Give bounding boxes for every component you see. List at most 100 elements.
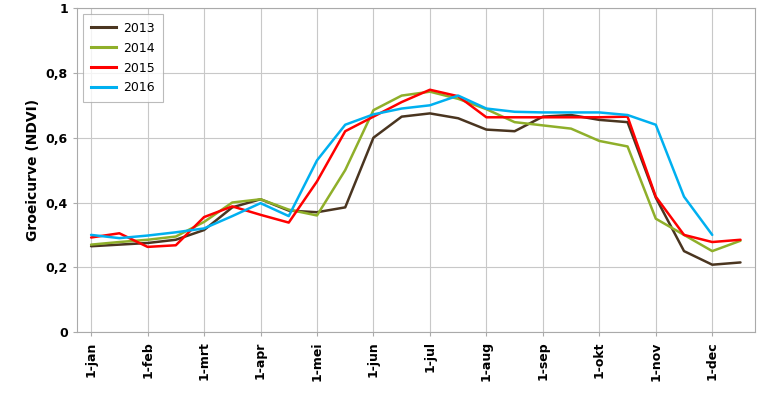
2014	[313, 213, 322, 218]
2014	[340, 168, 350, 173]
2014	[454, 96, 463, 101]
2015	[510, 115, 519, 120]
2015	[228, 204, 237, 209]
2015	[623, 114, 632, 119]
2014	[510, 120, 519, 125]
2015	[313, 179, 322, 184]
2013	[199, 228, 209, 232]
2016	[425, 103, 434, 108]
2015	[397, 100, 407, 104]
2014	[284, 207, 293, 212]
2016	[397, 106, 407, 111]
2016	[313, 158, 322, 163]
2016	[454, 93, 463, 98]
2016	[482, 106, 491, 111]
2014	[679, 232, 688, 237]
Y-axis label: Groeicurve (NDVI): Groeicurve (NDVI)	[26, 99, 40, 241]
2014	[651, 216, 661, 221]
2015	[679, 232, 688, 237]
2014	[143, 237, 152, 242]
2013	[510, 129, 519, 134]
2015	[143, 245, 152, 249]
2016	[594, 110, 604, 115]
2013	[425, 111, 434, 116]
2013	[115, 242, 124, 247]
2014	[86, 242, 95, 247]
2013	[143, 241, 152, 245]
2013	[284, 208, 293, 213]
2013	[256, 197, 265, 202]
2015	[538, 115, 547, 120]
2015	[482, 115, 491, 120]
2014	[594, 139, 604, 143]
2015	[594, 115, 604, 120]
2014	[736, 238, 745, 243]
2016	[143, 233, 152, 238]
2015	[284, 220, 293, 225]
2013	[567, 113, 576, 117]
2015	[708, 240, 717, 245]
2014	[623, 144, 632, 149]
2013	[651, 195, 661, 200]
2016	[623, 113, 632, 117]
2015	[567, 115, 576, 120]
2016	[199, 226, 209, 231]
2016	[708, 232, 717, 237]
Line: 2015: 2015	[91, 90, 741, 247]
2015	[425, 87, 434, 92]
2016	[340, 122, 350, 127]
2014	[256, 197, 265, 202]
2014	[708, 249, 717, 254]
Line: 2016: 2016	[91, 96, 712, 238]
2015	[340, 129, 350, 134]
2015	[86, 235, 95, 240]
2014	[115, 240, 124, 245]
2016	[171, 230, 180, 235]
2015	[736, 237, 745, 242]
2013	[340, 205, 350, 210]
2015	[454, 94, 463, 99]
2013	[313, 210, 322, 215]
2014	[397, 93, 407, 98]
Line: 2013: 2013	[91, 113, 741, 265]
2016	[651, 122, 661, 127]
2014	[567, 126, 576, 131]
2016	[538, 110, 547, 115]
2016	[510, 109, 519, 114]
Line: 2014: 2014	[91, 92, 741, 251]
2015	[651, 194, 661, 199]
2014	[228, 200, 237, 205]
2013	[679, 249, 688, 254]
2013	[538, 114, 547, 119]
2016	[284, 214, 293, 219]
2014	[199, 220, 209, 224]
2016	[256, 201, 265, 206]
2013	[369, 135, 378, 140]
2015	[115, 231, 124, 236]
2013	[623, 120, 632, 125]
2016	[679, 194, 688, 199]
2014	[538, 123, 547, 128]
2015	[199, 215, 209, 220]
2013	[228, 205, 237, 210]
2013	[397, 114, 407, 119]
2013	[171, 237, 180, 242]
2013	[708, 262, 717, 267]
2015	[369, 114, 378, 119]
2016	[228, 214, 237, 219]
2016	[369, 112, 378, 117]
2014	[369, 108, 378, 113]
2013	[86, 244, 95, 249]
2014	[482, 107, 491, 112]
2013	[594, 117, 604, 122]
2013	[482, 127, 491, 132]
2014	[425, 89, 434, 94]
Legend: 2013, 2014, 2015, 2016: 2013, 2014, 2015, 2016	[83, 14, 162, 102]
2013	[736, 260, 745, 265]
2013	[454, 116, 463, 121]
2015	[171, 243, 180, 248]
2014	[171, 234, 180, 239]
2016	[567, 110, 576, 115]
2016	[86, 232, 95, 237]
2015	[256, 212, 265, 217]
